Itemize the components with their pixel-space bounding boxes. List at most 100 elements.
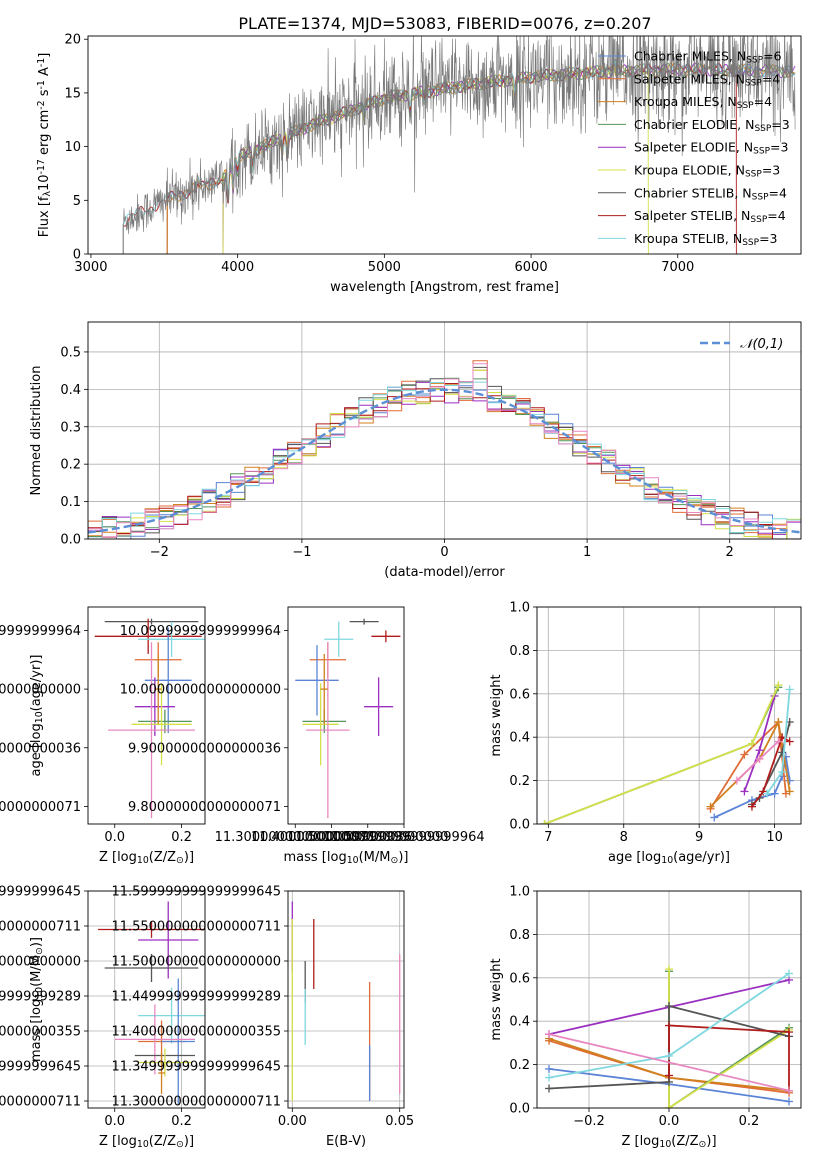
y-tick-label: 9.90000000000000036 (128, 741, 281, 756)
y-tick-label: 0.3 (60, 420, 81, 435)
y-tick-label: 11.599999999999999645 (0, 885, 81, 900)
label-fragment: (Z/Z (149, 1134, 176, 1149)
x-tick-label: 9 (695, 830, 703, 845)
y-tick-label: 11.400000000000000355 (0, 1025, 81, 1040)
y-tick-label: 0.2 (60, 458, 81, 473)
label-fragment: ⊙ (390, 855, 398, 866)
label-fragment: s (37, 89, 52, 100)
y-tick-label: 0.0 (60, 533, 81, 548)
figure-title: PLATE=1374, MJD=53083, FIBERID=0076, z=0… (238, 14, 651, 33)
label-fragment: Kroupa STELIB, N (634, 231, 742, 246)
label-fragment: =3 (759, 231, 777, 246)
label-fragment: =3 (762, 163, 780, 178)
label-fragment: λ (42, 190, 53, 196)
x-tick-label: 0.0 (659, 1114, 680, 1129)
label-fragment: ⊙ (34, 947, 45, 955)
legend-label: Kroupa MILES, NSSP=4 (634, 94, 772, 111)
label-fragment: -1 (36, 58, 47, 67)
panel-age_vs_Z: 0.0 0.2 9.80000000000000071 9.9000000000000… (0, 606, 206, 866)
x-tick-label: 4000 (221, 260, 254, 275)
y-tick-label: 20 (64, 33, 81, 48)
label-fragment: Z [log (621, 1134, 659, 1149)
label-fragment: -1 (36, 80, 47, 89)
y-tick-label: 0.0 (509, 1102, 530, 1117)
label-fragment: SSP (742, 238, 759, 248)
y-axis-label: Normed distribution (29, 366, 44, 496)
x-tick-label: −0.2 (573, 1114, 605, 1129)
y-tick-label: 1.0 (509, 601, 530, 616)
x-tick-label: 0.00 (278, 1114, 307, 1129)
y-axis-label: age [log10(age/yr)] (29, 655, 45, 777)
normal-distribution-curve (88, 388, 801, 534)
label-fragment: )] (184, 850, 194, 865)
y-tick-label: 0.6 (509, 971, 530, 986)
x-tick-label: 0.2 (171, 1114, 192, 1129)
label-fragment: =6 (763, 49, 781, 64)
y-tick-label: 11.300000000000000711 (111, 1095, 281, 1110)
label-fragment: age [log (29, 723, 44, 776)
label-fragment: =4 (762, 71, 780, 86)
label-fragment: ⊙ (176, 855, 184, 866)
label-fragment: SSP (746, 56, 763, 66)
y-tick-label: 0.4 (60, 383, 81, 398)
legend-label: Salpeter STELIB, NSSP=4 (634, 208, 786, 225)
panel-massweight_vs_Z: −0.2 0.0 0.2 0.0 0.2 0.4 0.6 0.8 1.0 Z [log10(Z/Z… (489, 885, 802, 1150)
label-fragment: Flux [f (37, 196, 52, 237)
y-tick-label: 10.00000000000000000 (120, 683, 281, 698)
series-salpeter-stelib (668, 1024, 790, 1091)
y-tick-label: 0.5 (60, 345, 81, 360)
label-fragment: =4 (769, 185, 787, 200)
plot-area (94, 618, 205, 819)
label-fragment: age [log (608, 850, 661, 865)
series-pink (548, 1033, 790, 1092)
label-fragment: 10 (34, 987, 45, 999)
spectrum-observed (122, 36, 796, 254)
label-fragment: (age/yr)] (29, 655, 44, 712)
x-axis-label: Z [log10(Z/Z⊙)] (99, 850, 194, 866)
x-tick-label: 6000 (515, 260, 548, 275)
y-tick-label: 15 (64, 86, 81, 101)
label-fragment: SSP (745, 170, 762, 180)
label-fragment: Z [log (99, 1134, 137, 1149)
y-tick-label: 0.4 (509, 731, 530, 746)
y-axis-label: mass [log10(M/M⊙)] (29, 937, 45, 1062)
label-fragment: )] (184, 1134, 194, 1149)
panel-mass_vs_Z: 0.0 0.2 11.300000000000000711 11.3499999999… (0, 885, 206, 1150)
label-fragment: 𝒩(0,1) (740, 337, 783, 352)
x-tick-label: 0.0 (104, 1114, 125, 1129)
y-tick-label: 10 (64, 140, 81, 155)
x-tick-label: 1 (583, 545, 591, 560)
label-fragment: A (37, 67, 52, 80)
x-tick-label: 5000 (368, 260, 401, 275)
legend-label: 𝒩(0,1) (740, 337, 783, 352)
label-fragment: 10 (37, 174, 52, 191)
y-axis-label: Flux [fλ10-17 erg cm-2 s-1 A-1] (36, 53, 53, 238)
panel-residuals: −2 −1 0 1 2 0.0 0.1 0.2 0.3 0.4 0.5 (data-model)/er… (29, 321, 802, 580)
label-fragment: Normed distribution (29, 366, 44, 496)
label-fragment: mass weight (489, 958, 504, 1040)
legend-label: Kroupa STELIB, NSSP=3 (634, 231, 778, 248)
y-tick-label: 10.09999999999999964 (120, 624, 281, 639)
x-tick-label: 7 (544, 830, 552, 845)
series-salpeter-miles (709, 720, 787, 810)
y-tick-label: 9.80000000000000071 (128, 800, 281, 815)
x-tick-label: 0.0 (104, 830, 125, 845)
y-axis-label: mass weight (489, 674, 504, 756)
label-fragment: SSP (737, 101, 754, 111)
label-fragment: (M/M (359, 850, 391, 865)
y-tick-label: 5 (73, 194, 81, 209)
histogram-pink (88, 363, 801, 539)
label-fragment: =4 (754, 94, 772, 109)
label-fragment: 10 (34, 711, 45, 723)
x-axis-label: (data-model)/error (384, 565, 505, 580)
x-axis-label: wavelength [Angstrom, rest frame] (330, 280, 559, 295)
label-fragment: =4 (767, 208, 785, 223)
plot-area (122, 36, 796, 254)
axes-frame (87, 321, 802, 540)
y-tick-label: 11.349999999999999645 (111, 1060, 281, 1075)
label-fragment: =3 (771, 117, 789, 132)
label-fragment: ⊙ (176, 1139, 184, 1150)
axes-frame (87, 35, 802, 255)
